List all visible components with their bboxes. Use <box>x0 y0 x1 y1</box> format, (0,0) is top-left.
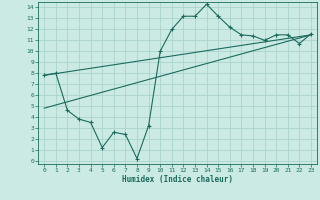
X-axis label: Humidex (Indice chaleur): Humidex (Indice chaleur) <box>122 175 233 184</box>
